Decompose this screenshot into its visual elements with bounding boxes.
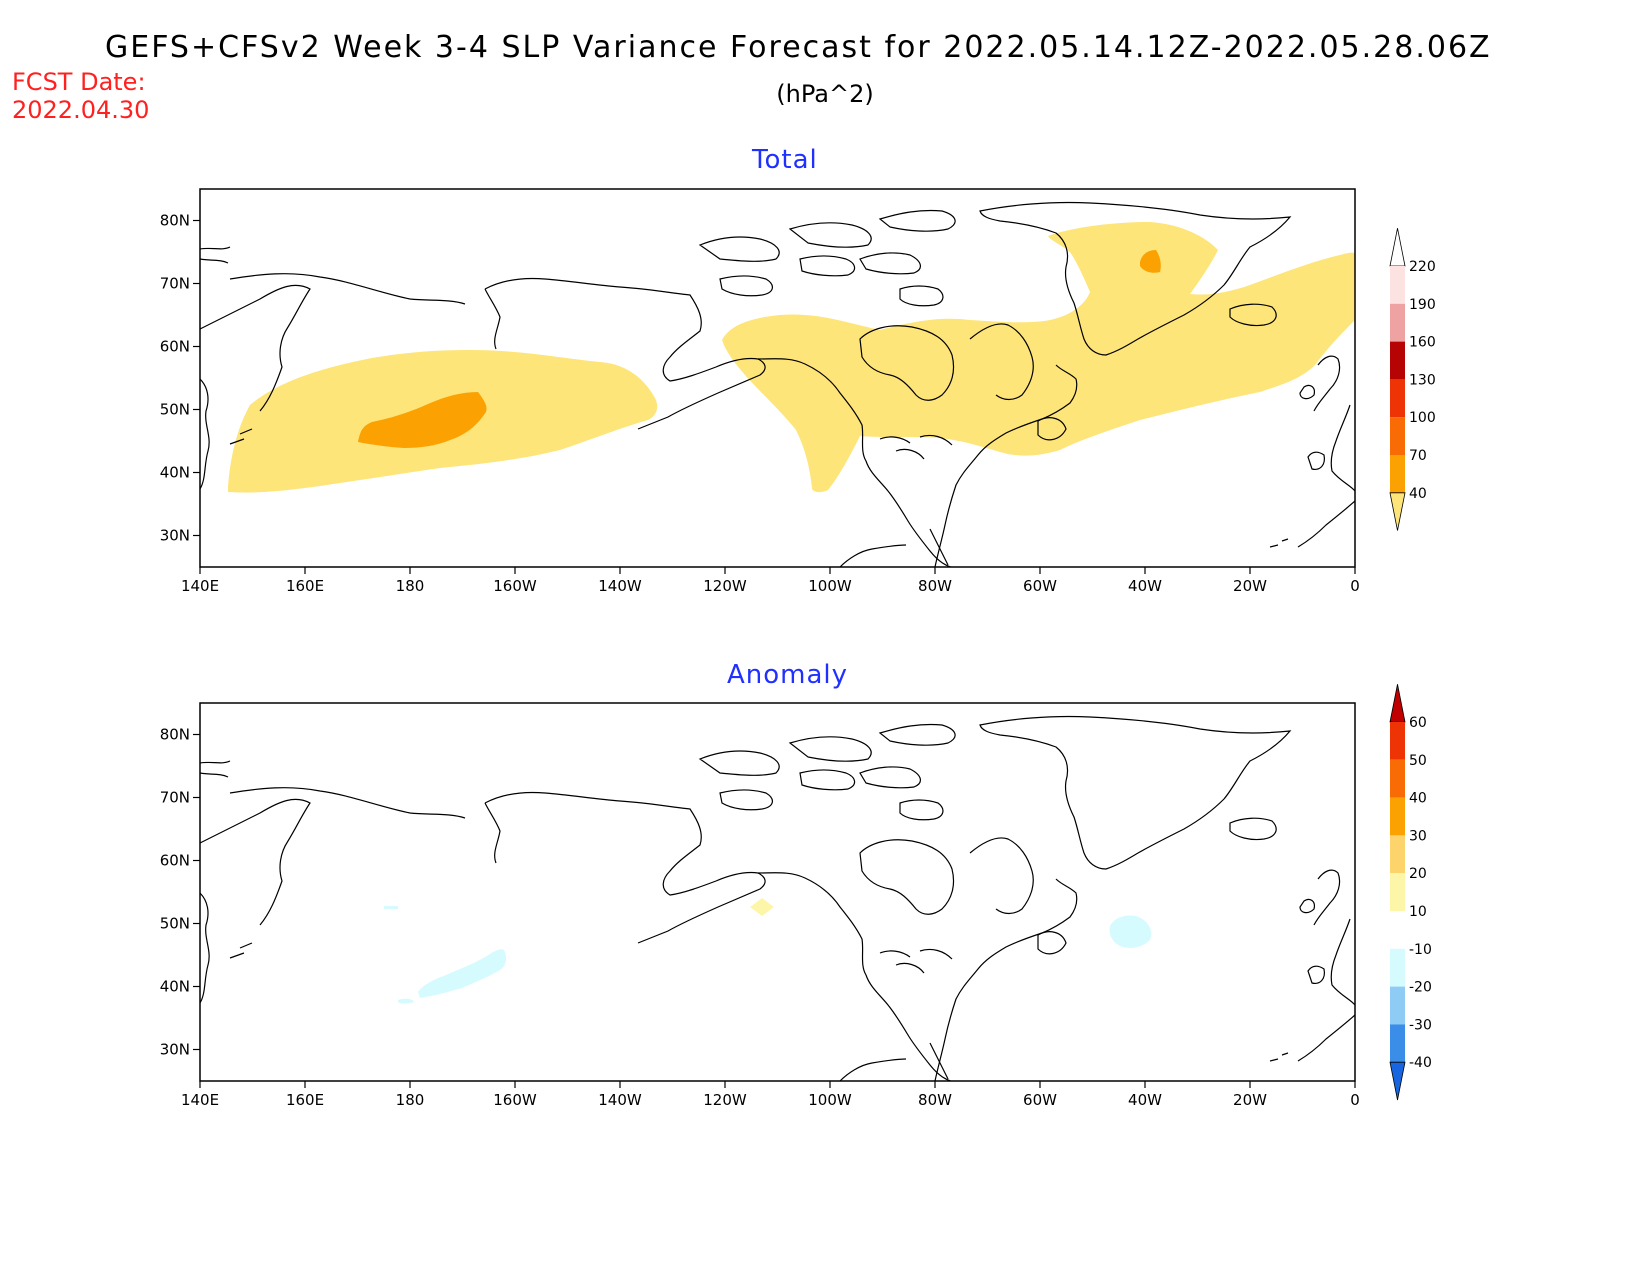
y-tick-label: 60N — [160, 852, 190, 870]
colorbar-segment — [1390, 266, 1405, 304]
fcst-date-block: FCST Date: 2022.04.30 — [12, 68, 149, 124]
total-axes: 140E 160E 180 160W 140W 120W 100W 80W 60W 40W 20W 0… — [160, 212, 1360, 596]
x-tick-label: 180 — [396, 1091, 425, 1109]
colorbar-label: 40 — [1409, 791, 1427, 807]
y-tick-label: 40N — [160, 464, 190, 482]
x-tick-label: 100W — [808, 1091, 852, 1109]
x-tick-label: 120W — [703, 1091, 747, 1109]
anomaly-colorbar: 60 50 40 30 20 10 -10 -20 -30 -40 — [1389, 684, 1432, 1101]
anomaly-map-panel: 140E 160E 180 160W 140W 120W 100W 80W 60W 40W 20W 0… — [160, 702, 1360, 1110]
x-tick-label: 40W — [1128, 1091, 1162, 1109]
x-tick-label: 160W — [493, 1091, 537, 1109]
y-tick-label: 50N — [160, 401, 190, 419]
total-map-frame — [199, 188, 1356, 568]
y-tick-label: 30N — [160, 1041, 190, 1059]
colorbar-segment — [1390, 303, 1405, 342]
colorbar-label: 40 — [1409, 486, 1427, 502]
panel-title-anomaly: Anomaly — [727, 660, 849, 690]
colorbar-segment — [1390, 1024, 1405, 1063]
total-map-panel: 140E 160E 180 160W 140W 120W 100W 80W 60W 40W 20W 0… — [160, 188, 1360, 596]
x-tick-label: 0 — [1350, 1091, 1360, 1109]
anomaly-map-frame — [199, 702, 1356, 1082]
colorbar-label: 190 — [1409, 297, 1436, 313]
y-tick-label: 30N — [160, 527, 190, 545]
colorbar-segment — [1390, 873, 1405, 911]
x-tick-label: 180 — [396, 577, 425, 595]
colorbar-label: 220 — [1409, 259, 1436, 275]
anomaly-axes: 140E 160E 180 160W 140W 120W 100W 80W 60W 40W 20W 0… — [160, 726, 1360, 1110]
y-tick-label: 80N — [160, 212, 190, 230]
colorbar-label: 30 — [1409, 828, 1427, 844]
colorbar-segment — [1390, 379, 1405, 418]
anomaly-shading-negative — [384, 906, 1152, 1004]
colorbar-lower-cap — [1389, 492, 1406, 531]
colorbar-label: 100 — [1409, 410, 1436, 426]
colorbar-label: 60 — [1409, 715, 1427, 731]
x-tick-label: 40W — [1128, 577, 1162, 595]
colorbar-label: -20 — [1409, 980, 1432, 996]
y-tick-label: 50N — [160, 915, 190, 933]
y-tick-label: 80N — [160, 726, 190, 744]
total-colorbar: 220 190 160 130 100 70 40 — [1389, 228, 1436, 531]
x-tick-label: 140E — [181, 1091, 219, 1109]
colorbar-segment — [1390, 722, 1405, 760]
x-tick-label: 120W — [703, 577, 747, 595]
colorbar-upper-cap — [1389, 684, 1406, 723]
total-shading-40-70 — [228, 222, 1355, 493]
colorbar-segment — [1390, 797, 1405, 836]
fcst-date-label: FCST Date: — [12, 68, 146, 96]
colorbar-upper-cap — [1389, 228, 1406, 267]
colorbar-segment — [1390, 759, 1405, 798]
x-tick-label: 100W — [808, 577, 852, 595]
colorbar-segment — [1390, 835, 1405, 874]
y-tick-label: 70N — [160, 275, 190, 293]
colorbar-label: 20 — [1409, 866, 1427, 882]
x-tick-label: 60W — [1023, 577, 1057, 595]
x-tick-label: 160E — [286, 1091, 324, 1109]
colorbar-segment — [1390, 455, 1405, 493]
colorbar-lower-cap — [1389, 1061, 1406, 1101]
colorbar-label: 50 — [1409, 753, 1427, 769]
units-label: (hPa^2) — [776, 80, 874, 108]
colorbar-label: 160 — [1409, 335, 1436, 351]
x-tick-label: 60W — [1023, 1091, 1057, 1109]
colorbar-segment — [1390, 986, 1405, 1025]
x-tick-label: 80W — [918, 577, 952, 595]
anomaly-coastlines — [200, 715, 1355, 1081]
colorbar-label: 130 — [1409, 372, 1436, 388]
x-tick-label: 140W — [598, 1091, 642, 1109]
colorbar-label: 70 — [1409, 448, 1427, 464]
y-tick-label: 60N — [160, 338, 190, 356]
x-tick-label: 80W — [918, 1091, 952, 1109]
x-tick-label: 20W — [1233, 577, 1267, 595]
x-tick-label: 0 — [1350, 577, 1360, 595]
main-title: GEFS+CFSv2 Week 3-4 SLP Variance Forecas… — [105, 30, 1492, 65]
panel-title-total: Total — [752, 145, 818, 175]
colorbar-segment — [1390, 417, 1405, 455]
colorbar-label: -10 — [1409, 942, 1432, 958]
x-tick-label: 140W — [598, 577, 642, 595]
colorbar-segment — [1390, 948, 1405, 987]
y-tick-label: 70N — [160, 789, 190, 807]
y-tick-label: 40N — [160, 978, 190, 996]
colorbar-label: -40 — [1409, 1055, 1432, 1071]
x-tick-label: 160E — [286, 577, 324, 595]
x-tick-label: 140E — [181, 577, 219, 595]
colorbar-segment — [1390, 341, 1405, 380]
anomaly-shading-positive — [750, 898, 774, 916]
colorbar-segment — [1390, 911, 1405, 949]
x-tick-label: 160W — [493, 577, 537, 595]
colorbar-label: 10 — [1409, 904, 1427, 920]
fcst-date-value: 2022.04.30 — [12, 96, 150, 124]
total-shading-70-100 — [358, 250, 1161, 448]
colorbar-label: -30 — [1409, 1017, 1432, 1033]
x-tick-label: 20W — [1233, 1091, 1267, 1109]
